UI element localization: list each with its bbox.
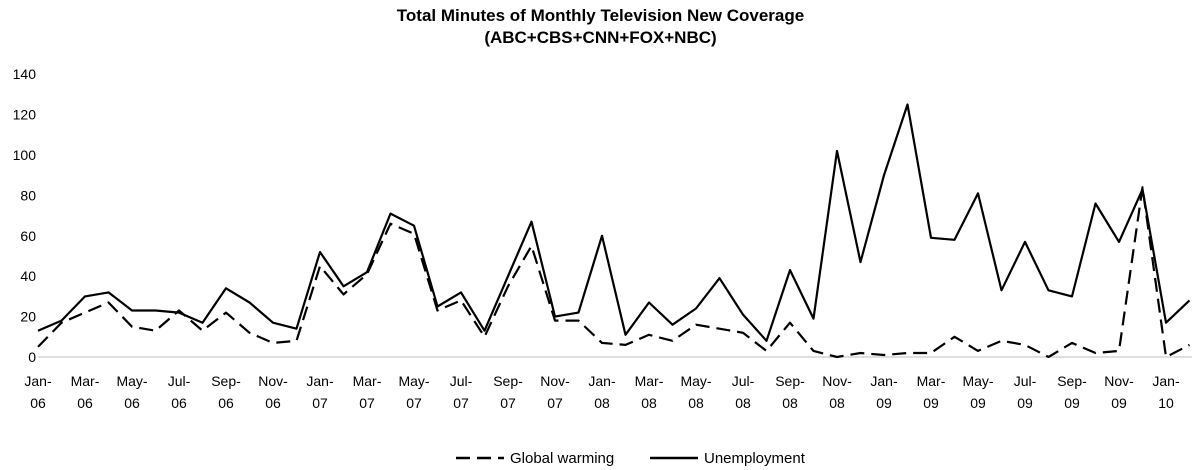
y-tick-label: 120: [13, 107, 37, 123]
x-tick-label-year: 09: [1017, 395, 1033, 411]
x-tick-label: Mar-: [353, 373, 382, 389]
series-line-unemployment: [37, 103, 1191, 342]
x-tick-label: Mar-: [917, 373, 946, 389]
y-tick-label: 20: [20, 309, 36, 325]
x-tick-label-year: 08: [688, 395, 704, 411]
series-line-global-warming: [37, 186, 1191, 359]
chart-subtitle: (ABC+CBS+CNN+FOX+NBC): [484, 28, 717, 47]
x-tick-label: Jul-: [1014, 373, 1037, 389]
x-tick-label-year: 07: [547, 395, 563, 411]
x-tick-label-year: 09: [876, 395, 892, 411]
x-tick-label-year: 09: [1064, 395, 1080, 411]
x-axis: Jan- 06 Mar- 06 May- 06 Jul- 06 Sep- 06 Nov- 06 Jan-…: [24, 373, 1180, 411]
y-tick-label: 40: [20, 268, 36, 284]
x-tick-label: Nov-: [258, 373, 288, 389]
y-tick-label: 0: [28, 349, 36, 365]
y-tick-label: 140: [13, 66, 37, 82]
x-tick-label-year: 10: [1158, 395, 1174, 411]
x-tick-label-year: 07: [406, 395, 422, 411]
x-tick-label: Nov-: [540, 373, 570, 389]
x-tick-label: Mar-: [635, 373, 664, 389]
x-tick-label-year: 06: [171, 395, 187, 411]
x-tick-label: Sep-: [493, 373, 523, 389]
y-tick-label: 100: [13, 147, 37, 163]
x-tick-label-year: 07: [453, 395, 469, 411]
x-tick-label: Jan-: [1152, 373, 1180, 389]
x-tick-label: Nov-: [1104, 373, 1134, 389]
x-tick-label-year: 08: [829, 395, 845, 411]
x-tick-label: Jul-: [732, 373, 755, 389]
legend: Global warming Unemployment: [456, 450, 806, 467]
x-tick-label: Jul-: [450, 373, 473, 389]
y-tick-label: 80: [20, 187, 36, 203]
x-tick-label: Mar-: [71, 373, 100, 389]
y-axis: 0 20 40 60 80 100 120 140: [13, 66, 37, 365]
x-tick-label-year: 07: [500, 395, 516, 411]
x-tick-label-year: 08: [782, 395, 798, 411]
series-layer: [37, 103, 1191, 359]
x-tick-label: May-: [680, 373, 711, 389]
x-tick-label: May-: [398, 373, 429, 389]
chart-title: Total Minutes of Monthly Television New …: [396, 6, 805, 25]
x-tick-label-year: 08: [594, 395, 610, 411]
x-tick-label: May-: [116, 373, 147, 389]
x-tick-label: Sep-: [775, 373, 805, 389]
x-tick-label-year: 06: [218, 395, 234, 411]
x-tick-label: Jul-: [168, 373, 191, 389]
x-tick-label-year: 07: [359, 395, 375, 411]
x-tick-label-year: 06: [30, 395, 46, 411]
x-tick-label-year: 06: [77, 395, 93, 411]
x-tick-label-year: 06: [265, 395, 281, 411]
x-tick-label: Jan-: [24, 373, 52, 389]
y-tick-label: 60: [20, 228, 36, 244]
x-tick-label-year: 08: [641, 395, 657, 411]
x-tick-label-year: 07: [312, 395, 328, 411]
x-tick-label: Sep-: [211, 373, 241, 389]
x-tick-label: Jan-: [870, 373, 898, 389]
x-tick-label: Jan-: [306, 373, 334, 389]
x-tick-label-year: 08: [735, 395, 751, 411]
x-tick-label: Nov-: [822, 373, 852, 389]
legend-label: Global warming: [510, 450, 614, 467]
x-tick-label-year: 06: [124, 395, 140, 411]
x-tick-label-year: 09: [970, 395, 986, 411]
x-tick-label: Jan-: [588, 373, 616, 389]
x-tick-label-year: 09: [1111, 395, 1127, 411]
legend-label: Unemployment: [704, 450, 806, 467]
x-tick-label: Sep-: [1057, 373, 1087, 389]
x-tick-label-year: 09: [923, 395, 939, 411]
x-tick-label: May-: [962, 373, 993, 389]
